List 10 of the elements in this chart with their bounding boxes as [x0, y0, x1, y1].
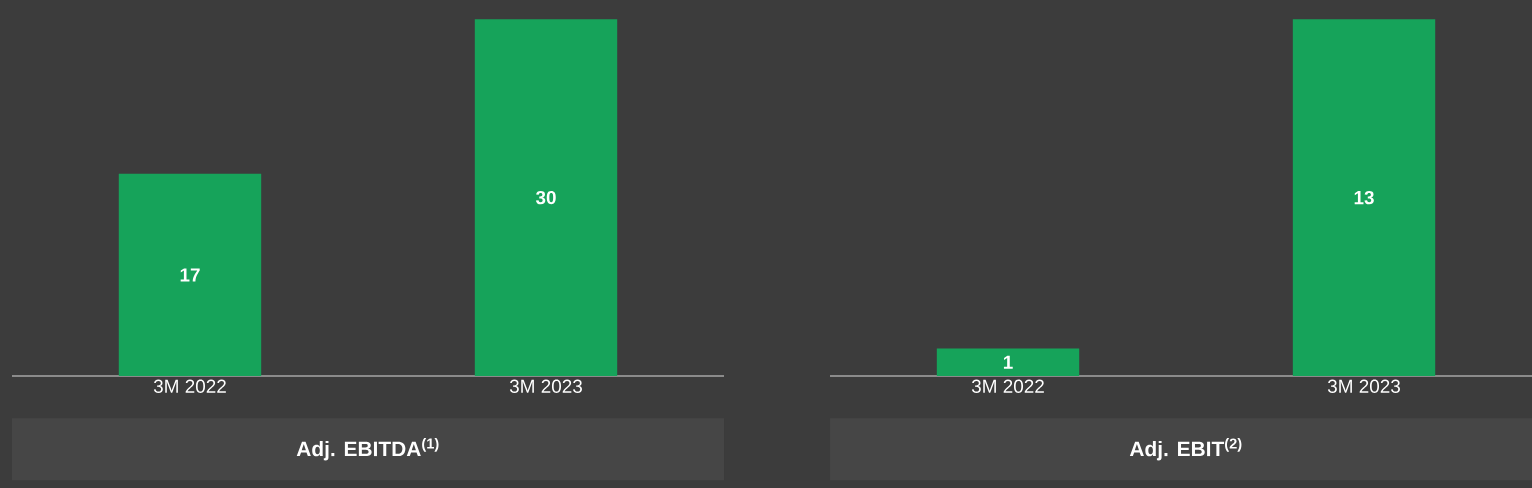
x-tick-label: 3M 2022 [153, 379, 226, 393]
data-label: 30 [535, 190, 556, 205]
text: Adj. EBIT$^{(2)}$ [1129, 438, 1242, 461]
text: Adj. EBITDA$^{(1)}$ [296, 438, 439, 461]
data-label: 17 [180, 268, 200, 282]
x-tick-label: 3M 2023 [1327, 379, 1400, 393]
data-label: 1 [1003, 355, 1013, 369]
x-tick-label: 3M 2022 [971, 379, 1044, 393]
data-label: 13 [1354, 190, 1374, 205]
x-tick-label: 3M 2023 [509, 379, 582, 393]
